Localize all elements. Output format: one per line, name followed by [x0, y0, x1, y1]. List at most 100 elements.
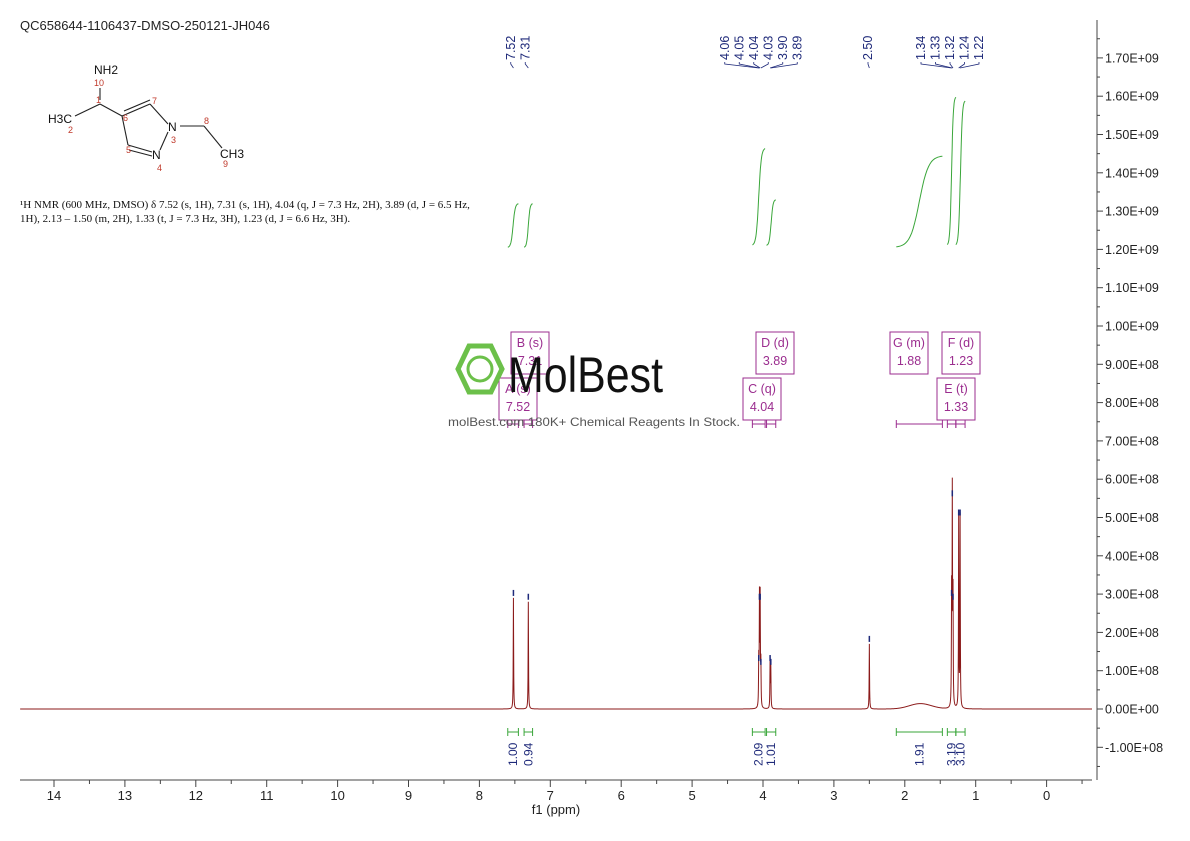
structure-label-ch3: CH3 — [220, 147, 244, 161]
atom-number-6: 6 — [123, 113, 128, 123]
x-tick-label: 3 — [830, 788, 837, 803]
peak-label: 1.32 — [943, 36, 957, 60]
y-tick-label: 4.00E+08 — [1105, 549, 1159, 563]
peak-label-leader — [949, 62, 954, 69]
peak-label-leader — [724, 62, 759, 69]
multiplet-label: B (s) — [517, 336, 543, 350]
integral-value: 1.00 — [506, 742, 520, 766]
integral-curve — [507, 203, 519, 248]
multiplet-label: A (s) — [505, 382, 531, 396]
peak-label-leader — [760, 62, 769, 69]
y-tick-label: 1.30E+09 — [1105, 205, 1159, 219]
peak-label: 7.52 — [504, 36, 518, 60]
peak-label-leader — [524, 62, 529, 69]
integral-value: 3.10 — [953, 742, 967, 766]
peak-label: 4.03 — [761, 36, 775, 60]
x-axis-label: f1 (ppm) — [532, 802, 580, 817]
x-tick-label: 13 — [118, 788, 132, 803]
y-tick-label: 8.00E+08 — [1105, 396, 1159, 410]
peak-label-leader — [935, 62, 953, 69]
x-tick-label: 14 — [47, 788, 61, 803]
y-tick-label: 1.70E+09 — [1105, 51, 1159, 65]
atom-number-4: 4 — [157, 163, 162, 173]
y-axis-ticks: 1.70E+09 1.60E+09 1.50E+09 1.40E+09 1.30E+09… — [1097, 38, 1163, 767]
multiplet-label: D (d) — [761, 336, 789, 350]
peak-top-markers — [512, 490, 961, 665]
multiplet-label: G (m) — [893, 336, 925, 350]
integral-value: 1.01 — [764, 742, 778, 766]
x-tick-label: 6 — [618, 788, 625, 803]
multiplet-box — [889, 331, 929, 375]
x-tick-label: 12 — [189, 788, 203, 803]
multiplet-box — [941, 331, 981, 375]
integral-curve — [896, 155, 943, 248]
peak-labels: 7.52 7.31 4.06 4.05 4.04 4.03 3.90 3.89 2.50 1.34… — [504, 36, 986, 69]
integral-curve — [752, 148, 766, 246]
peak-label: 4.04 — [747, 36, 761, 60]
chart-axes — [20, 20, 1098, 781]
chemical-structure: NH2 H3C CH3 N N 10 1 2 6 7 5 3 4 8 9 — [48, 63, 244, 173]
multiplet-label: F (d) — [948, 336, 974, 350]
integral-value: 1.91 — [912, 742, 926, 766]
integral-curve — [766, 199, 776, 246]
peak-label-leader — [738, 62, 760, 69]
atom-number-8: 8 — [204, 116, 209, 126]
atom-number-7: 7 — [152, 96, 157, 106]
structure-label-n1: N — [168, 120, 177, 134]
y-tick-label: 3.00E+08 — [1105, 588, 1159, 602]
x-tick-label: 8 — [476, 788, 483, 803]
x-tick-label: 5 — [688, 788, 695, 803]
multiplet-value: 7.31 — [518, 354, 542, 368]
peak-label: 1.24 — [958, 36, 972, 60]
integral-curve — [955, 100, 966, 245]
y-tick-label: 1.10E+09 — [1105, 281, 1159, 295]
multiplet-value: 1.88 — [897, 354, 921, 368]
x-tick-label: 11 — [260, 788, 274, 803]
watermark-brand: MolBest — [508, 347, 663, 403]
y-tick-label: 1.00E+09 — [1105, 320, 1159, 334]
y-tick-label: 2.00E+08 — [1105, 626, 1159, 640]
peak-label-leader — [769, 62, 784, 69]
spectrum-line — [20, 477, 1092, 710]
multiplet-label: E (t) — [944, 382, 968, 396]
nmr-description: ¹H NMR (600 MHz, DMSO) δ 7.52 (s, 1H), 7… — [20, 198, 600, 226]
x-tick-label: 1 — [972, 788, 979, 803]
multiplet-box — [755, 331, 795, 375]
y-tick-label: 6.00E+08 — [1105, 473, 1159, 487]
peak-label: 3.90 — [776, 36, 790, 60]
peak-label: 3.89 — [790, 36, 804, 60]
multiplet-value: 1.33 — [944, 400, 968, 414]
atom-number-1: 1 — [96, 95, 101, 105]
multiplet-value: 3.89 — [763, 354, 787, 368]
x-tick-label: 2 — [901, 788, 908, 803]
sample-id-title: QC658644-1106437-DMSO-250121-JH046 — [20, 18, 270, 33]
y-tick-label: 1.50E+09 — [1105, 128, 1159, 142]
x-tick-label: 9 — [405, 788, 412, 803]
y-tick-label: 1.00E+08 — [1105, 664, 1159, 678]
peak-label-leader — [770, 62, 798, 69]
x-tick-label: 4 — [759, 788, 766, 803]
nmr-description-line-1: ¹H NMR (600 MHz, DMSO) δ 7.52 (s, 1H), 7… — [20, 199, 470, 211]
peak-label-leader — [510, 62, 514, 69]
atom-number-2: 2 — [68, 125, 73, 135]
x-axis-ticks: 14 13 12 11 10 9 8 7 6 5 4 3 2 1 0 — [47, 780, 1083, 803]
multiplet-annotations: A (s) 7.52 B (s) 7.31 C (q) 4.04 D (d) 3.89 E (t… — [498, 331, 981, 428]
atom-number-3: 3 — [171, 135, 176, 145]
y-tick-label: 1.60E+09 — [1105, 90, 1159, 104]
nmr-description-line-2: 1H), 2.13 – 1.50 (m, 2H), 1.33 (t, J = 7… — [20, 213, 351, 225]
peak-label-leader — [960, 62, 980, 69]
watermark-tagline: molBest.com 180K+ Chemical Reagents In S… — [448, 415, 740, 429]
structure-label-n2: N — [152, 148, 161, 162]
atom-number-9: 9 — [223, 159, 228, 169]
integral-curves — [507, 96, 966, 248]
x-tick-label: 0 — [1043, 788, 1050, 803]
multiplet-box — [742, 377, 782, 421]
peak-label-leader — [958, 62, 965, 69]
peak-label: 2.50 — [861, 36, 875, 60]
peak-label: 1.34 — [914, 36, 928, 60]
integral-value: 0.94 — [521, 742, 535, 766]
y-tick-label: 5.00E+08 — [1105, 511, 1159, 525]
y-tick-label: 0.00E+00 — [1105, 703, 1159, 717]
integral-value: 2.09 — [752, 742, 766, 766]
peak-label-leader — [753, 62, 761, 69]
